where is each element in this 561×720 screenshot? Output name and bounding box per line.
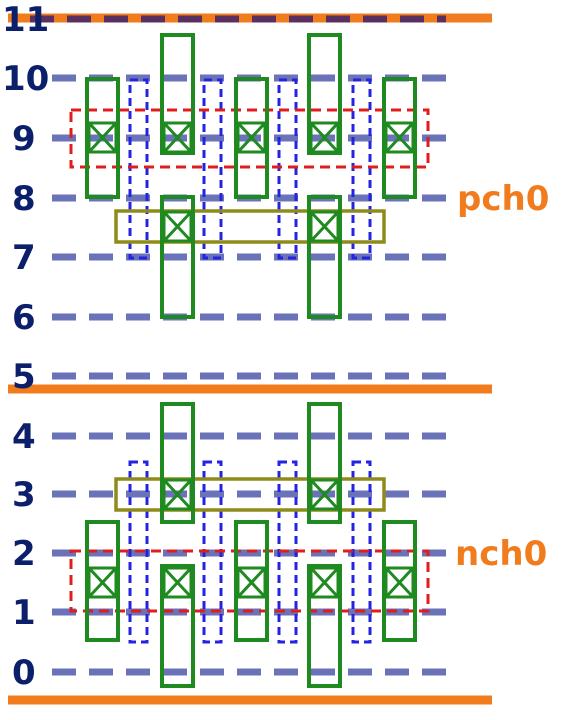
- contact-via: [236, 121, 267, 154]
- pmos-device-outline: [69, 108, 430, 169]
- contact-via: [87, 121, 118, 154]
- row-label-10: 10: [2, 59, 50, 99]
- contact-via: [309, 566, 340, 599]
- row-label-0: 0: [12, 653, 36, 693]
- contact-via: [162, 210, 193, 243]
- row-label-8: 8: [12, 179, 36, 219]
- row-label-1: 1: [12, 593, 36, 633]
- row-label-5: 5: [12, 357, 36, 397]
- diffusion-finger: [202, 78, 223, 260]
- poly-gate: [382, 77, 417, 199]
- poly-gate: [160, 402, 195, 524]
- contact-via: [236, 566, 267, 599]
- contact-via: [309, 478, 340, 511]
- poly-gates-nmos: [85, 402, 417, 688]
- row-label-6: 6: [12, 298, 36, 338]
- contact-via: [162, 566, 193, 599]
- contact-via: [87, 566, 118, 599]
- nmos-device-outline: [69, 549, 430, 613]
- diffusion-fingers-pmos: [128, 78, 372, 260]
- poly-gate: [160, 564, 195, 688]
- nmos-route-bar: [114, 477, 386, 512]
- diffusion-finger: [351, 78, 372, 260]
- contact-via: [384, 566, 415, 599]
- contact-via: [162, 478, 193, 511]
- poly-gate: [85, 520, 120, 642]
- poly-gate: [307, 195, 342, 319]
- nmos-region: [69, 402, 430, 688]
- row-label-2: 2: [12, 534, 36, 574]
- diffusion-finger: [128, 460, 149, 644]
- pmos-region: [69, 33, 430, 319]
- pmos-route-bar: [114, 209, 386, 244]
- poly-gate: [85, 77, 120, 199]
- diffusion-finger: [277, 78, 298, 260]
- diffusion-finger: [128, 78, 149, 260]
- contact-via: [309, 210, 340, 243]
- poly-gate: [307, 564, 342, 688]
- contacts-nmos: [87, 478, 415, 599]
- poly-gate: [160, 195, 195, 319]
- poly-gate: [382, 520, 417, 642]
- row-label-7: 7: [12, 238, 36, 278]
- contact-via: [162, 121, 193, 154]
- row-label-4: 4: [12, 417, 36, 457]
- pmos-device-label: pch0: [457, 179, 550, 219]
- contact-via: [384, 121, 415, 154]
- row-label-3: 3: [12, 475, 36, 515]
- nmos-device-label: nch0: [455, 534, 548, 574]
- poly-gate: [234, 520, 269, 642]
- poly-gate: [307, 402, 342, 524]
- row-label-11: 11: [2, 0, 50, 40]
- contacts-pmos: [87, 121, 415, 243]
- contact-via: [309, 121, 340, 154]
- poly-gate: [234, 77, 269, 199]
- row-label-9: 9: [12, 119, 36, 159]
